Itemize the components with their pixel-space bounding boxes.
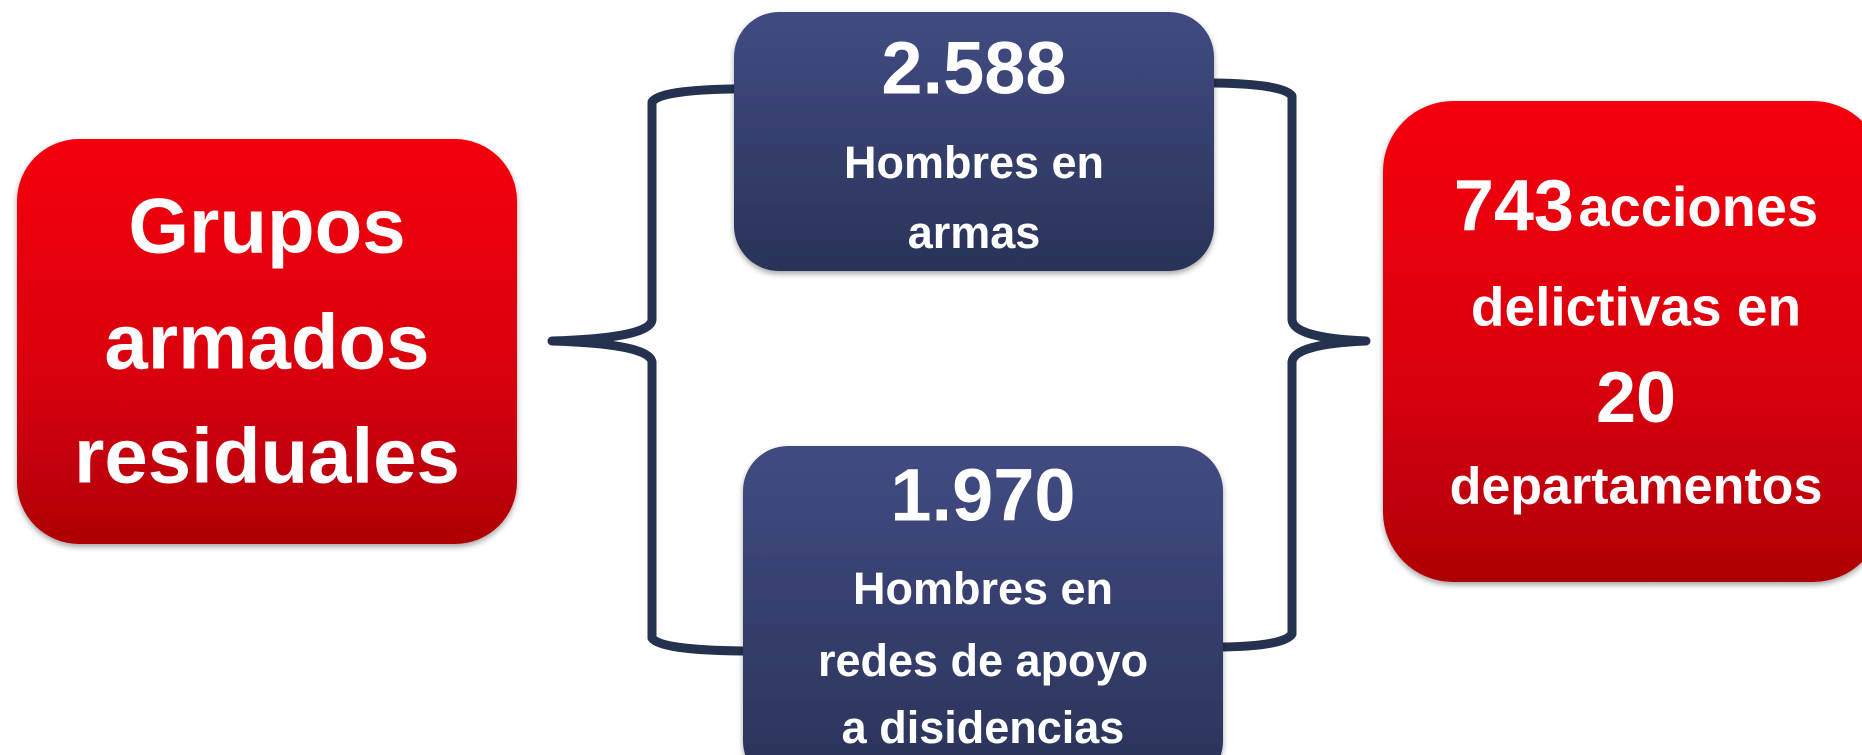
- top-text: Hombres en: [844, 137, 1104, 188]
- right-box: [1383, 101, 1862, 582]
- bottom-number: 1.970: [890, 454, 1075, 537]
- left-brace: [547, 84, 747, 656]
- right-text: 743 acciones: [1454, 166, 1818, 246]
- left-text: residuales: [74, 412, 460, 500]
- right-text: acciones: [1578, 175, 1818, 238]
- bottom-text: Hombres en: [853, 563, 1113, 614]
- right-text: departamentos: [1450, 458, 1823, 516]
- left-text: Grupos: [128, 182, 405, 270]
- top-number: 2.588: [881, 27, 1066, 110]
- right-brace: [1209, 78, 1371, 652]
- left-box: [17, 139, 517, 544]
- right-text: delictivas en: [1471, 276, 1801, 338]
- top-text: armas: [908, 207, 1041, 258]
- left-text: armados: [104, 298, 429, 386]
- bottom-text: redes de apoyo: [818, 635, 1148, 686]
- right-number: 20: [1596, 358, 1676, 438]
- bottom-box: [743, 446, 1223, 755]
- right-number: 743: [1454, 166, 1574, 246]
- bottom-text: a disidencias: [842, 702, 1125, 753]
- top-box: [734, 12, 1214, 271]
